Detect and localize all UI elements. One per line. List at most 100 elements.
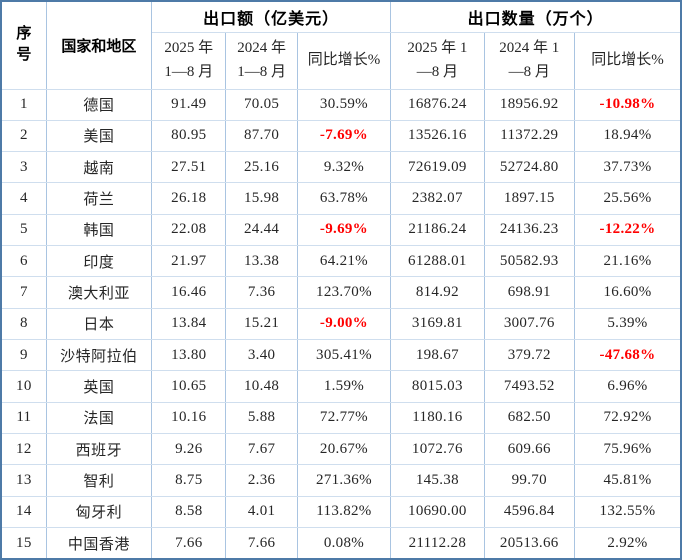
export-qty-2024-cell: 4596.84: [483, 495, 575, 529]
export-qty-yoy-cell: 16.60%: [573, 276, 682, 309]
export-qty-2025-cell: 61288.01: [390, 245, 485, 278]
country-cell: 西班牙: [45, 433, 153, 466]
table-row: 14 匈牙利 8.58 4.01 113.82% 10690.00 4596.8…: [0, 495, 682, 529]
export-value-yoy-cell: 113.82%: [296, 495, 392, 529]
table-row: 10 英国 10.65 10.48 1.59% 8015.03 7493.52 …: [0, 370, 682, 403]
export-value-yoy-cell: 30.59%: [296, 88, 392, 121]
export-qty-2025-cell: 1072.76: [390, 433, 485, 466]
export-qty-2025-cell: 2382.07: [390, 182, 485, 215]
serial-column-header: 序 号: [0, 0, 47, 90]
table-row: 8 日本 13.84 15.21 -9.00% 3169.81 3007.76 …: [0, 307, 682, 341]
export-qty-yoy-cell: -10.98%: [573, 88, 682, 121]
export-value-2025-cell: 8.75: [151, 464, 227, 497]
export-qty-yoy-cell: 45.81%: [573, 464, 682, 497]
export-qty-2025-cell: 16876.24: [390, 88, 485, 121]
export-qty-yoy-cell: 2.92%: [573, 527, 682, 560]
table-row: 5 韩国 22.08 24.44 -9.69% 21186.24 24136.2…: [0, 213, 682, 247]
export-value-2025-cell: 7.66: [151, 527, 227, 560]
table-row: 9 沙特阿拉伯 13.80 3.40 305.41% 198.67 379.72…: [0, 339, 682, 372]
export-value-2025-cell: 21.97: [151, 245, 227, 278]
serial-cell: 14: [0, 495, 47, 529]
export-value-yoy-cell: 9.32%: [296, 151, 392, 184]
table-row: 7 澳大利亚 16.46 7.36 123.70% 814.92 698.91 …: [0, 276, 682, 309]
export-value-2024-cell: 7.66: [225, 527, 298, 560]
serial-cell: 15: [0, 527, 47, 560]
export-value-2024-cell: 10.48: [225, 370, 298, 403]
serial-cell: 8: [0, 307, 47, 341]
export-qty-yoy-cell: -12.22%: [573, 213, 682, 247]
serial-cell: 3: [0, 151, 47, 184]
export-qty-2024-cell: 20513.66: [483, 527, 575, 560]
export-value-2024-cell: 5.88: [225, 401, 298, 435]
table-row: 11 法国 10.16 5.88 72.77% 1180.16 682.50 7…: [0, 401, 682, 435]
serial-cell: 1: [0, 88, 47, 121]
export-qty-2024-cell: 609.66: [483, 433, 575, 466]
export-value-2025-cell: 27.51: [151, 151, 227, 184]
export-value-2025-cell: 8.58: [151, 495, 227, 529]
country-cell: 中国香港: [45, 527, 153, 560]
serial-cell: 13: [0, 464, 47, 497]
export-qty-2024-cell: 1897.15: [483, 182, 575, 215]
export-qty-yoy-cell: 5.39%: [573, 307, 682, 341]
header-group-row: 序 号 国家和地区 出口额（亿美元） 出口数量（万个）: [0, 0, 682, 90]
export-value-yoy-cell: 1.59%: [296, 370, 392, 403]
value-2025-subheader: 2025 年 1—8 月: [151, 31, 227, 90]
export-value-yoy-cell: 0.08%: [296, 527, 392, 560]
export-qty-2024-cell: 99.70: [483, 464, 575, 497]
export-qty-yoy-cell: 75.96%: [573, 433, 682, 466]
country-cell: 韩国: [45, 213, 153, 247]
export-value-2024-cell: 13.38: [225, 245, 298, 278]
serial-cell: 5: [0, 213, 47, 247]
export-qty-2024-cell: 18956.92: [483, 88, 575, 121]
export-value-yoy-cell: 20.67%: [296, 433, 392, 466]
export-value-yoy-cell: -9.00%: [296, 307, 392, 341]
export-qty-2024-cell: 52724.80: [483, 151, 575, 184]
table-row: 12 西班牙 9.26 7.67 20.67% 1072.76 609.66 7…: [0, 433, 682, 466]
country-cell: 印度: [45, 245, 153, 278]
table-row: 1 德国 91.49 70.05 30.59% 16876.24 18956.9…: [0, 88, 682, 121]
export-qty-2025-cell: 1180.16: [390, 401, 485, 435]
export-qty-yoy-cell: 132.55%: [573, 495, 682, 529]
export-qty-2025-cell: 3169.81: [390, 307, 485, 341]
serial-cell: 2: [0, 119, 47, 153]
export-value-yoy-cell: 305.41%: [296, 339, 392, 372]
export-value-2025-cell: 80.95: [151, 119, 227, 153]
export-quantity-group-header: 出口数量（万个）: [390, 0, 682, 33]
export-value-2025-cell: 13.80: [151, 339, 227, 372]
serial-cell: 4: [0, 182, 47, 215]
export-qty-yoy-cell: 25.56%: [573, 182, 682, 215]
qty-2025-subheader: 2025 年 1 —8 月: [390, 31, 485, 90]
serial-cell: 12: [0, 433, 47, 466]
export-qty-2025-cell: 72619.09: [390, 151, 485, 184]
table-row: 2 美国 80.95 87.70 -7.69% 13526.16 11372.2…: [0, 119, 682, 153]
table-row: 6 印度 21.97 13.38 64.21% 61288.01 50582.9…: [0, 245, 682, 278]
export-value-2024-cell: 24.44: [225, 213, 298, 247]
export-value-yoy-cell: 72.77%: [296, 401, 392, 435]
export-qty-2024-cell: 682.50: [483, 401, 575, 435]
export-qty-2024-cell: 379.72: [483, 339, 575, 372]
export-value-2025-cell: 10.16: [151, 401, 227, 435]
export-qty-2024-cell: 24136.23: [483, 213, 575, 247]
export-qty-yoy-cell: 72.92%: [573, 401, 682, 435]
export-qty-2025-cell: 8015.03: [390, 370, 485, 403]
export-qty-2025-cell: 21186.24: [390, 213, 485, 247]
export-value-yoy-cell: 63.78%: [296, 182, 392, 215]
export-qty-yoy-cell: 37.73%: [573, 151, 682, 184]
value-2024-subheader: 2024 年 1—8 月: [225, 31, 298, 90]
export-value-2025-cell: 10.65: [151, 370, 227, 403]
export-qty-2025-cell: 21112.28: [390, 527, 485, 560]
country-cell: 匈牙利: [45, 495, 153, 529]
export-value-2025-cell: 13.84: [151, 307, 227, 341]
export-qty-2024-cell: 698.91: [483, 276, 575, 309]
export-qty-2025-cell: 10690.00: [390, 495, 485, 529]
export-value-yoy-cell: -9.69%: [296, 213, 392, 247]
export-value-2025-cell: 9.26: [151, 433, 227, 466]
serial-cell: 10: [0, 370, 47, 403]
country-cell: 美国: [45, 119, 153, 153]
table-row: 15 中国香港 7.66 7.66 0.08% 21112.28 20513.6…: [0, 527, 682, 560]
export-qty-2025-cell: 198.67: [390, 339, 485, 372]
export-value-2025-cell: 22.08: [151, 213, 227, 247]
qty-2024-subheader: 2024 年 1 —8 月: [483, 31, 575, 90]
country-cell: 法国: [45, 401, 153, 435]
export-qty-2025-cell: 814.92: [390, 276, 485, 309]
